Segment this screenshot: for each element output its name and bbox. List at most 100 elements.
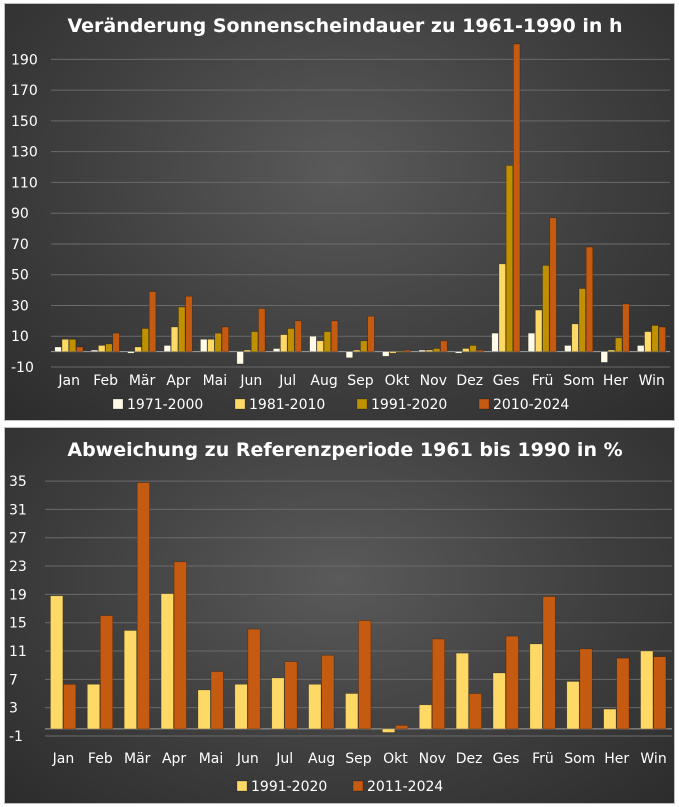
x-category-label: Sep (345, 751, 372, 767)
y-tick-label: 23 (9, 559, 27, 575)
bar (358, 620, 372, 730)
y-tick-label: 11 (9, 644, 27, 660)
x-category-label: Jan (57, 373, 80, 389)
y-tick-label: 50 (11, 268, 29, 284)
bar (395, 725, 409, 730)
y-tick-label: -10 (11, 360, 34, 376)
legend-label: 1991-2020 (251, 779, 327, 795)
y-tick-label: 70 (11, 237, 29, 253)
bar (529, 643, 543, 730)
bar (640, 650, 654, 730)
x-category-label: Mai (199, 751, 224, 767)
legend-swatch (234, 398, 246, 410)
x-category-label: Frü (532, 751, 554, 767)
legend-label: 2010-2024 (493, 397, 569, 413)
bar (173, 561, 187, 730)
bar (622, 303, 630, 352)
bar (210, 671, 224, 730)
bar (221, 326, 229, 352)
chart-deviation-percent: Abweichung zu Referenzperiode 1961 bis 1… (9, 439, 672, 795)
x-category-label: Win (639, 373, 665, 389)
x-category-label: Apr (166, 373, 190, 389)
bar (141, 328, 149, 352)
y-tick-label: 110 (11, 175, 38, 191)
x-category-label: Jul (275, 751, 293, 767)
bar (271, 677, 285, 730)
bar (247, 628, 261, 730)
y-tick-label: 31 (9, 502, 27, 518)
legend-label: 1971-2000 (127, 397, 203, 413)
bar (345, 351, 354, 359)
y-tick-label: 190 (11, 52, 38, 68)
legend-label: 1991-2020 (371, 397, 447, 413)
bar (542, 265, 550, 352)
bar (127, 351, 135, 354)
y-tick-label: 7 (9, 672, 18, 688)
y-tick-label: 15 (9, 616, 27, 632)
chart-title: Abweichung zu Referenzperiode 1961 bis 1… (67, 439, 622, 461)
y-tick-label: 30 (11, 298, 29, 314)
y-tick-label: 19 (9, 587, 27, 603)
bar (367, 315, 375, 352)
bar (163, 345, 171, 352)
x-category-label: Okt (385, 373, 410, 389)
bar (308, 684, 322, 730)
x-category-label: Win (640, 751, 666, 767)
bar (418, 349, 426, 352)
x-category-label: Mär (124, 751, 151, 767)
x-category-label: Ges (493, 373, 520, 389)
bar (258, 308, 266, 352)
y-tick-label: 35 (9, 474, 27, 490)
x-category-label: Jun (236, 751, 259, 767)
bar (345, 693, 359, 730)
y-tick-label: 130 (11, 145, 38, 161)
x-category-label: Okt (383, 751, 408, 767)
bar (658, 326, 666, 352)
bar (578, 288, 586, 352)
bar (644, 331, 652, 352)
bar (585, 246, 594, 352)
bar (148, 291, 157, 352)
bar (505, 165, 514, 352)
bar (68, 339, 77, 352)
bar (566, 681, 580, 730)
bar (214, 332, 222, 352)
bar (571, 323, 579, 352)
x-category-label: Aug (310, 373, 337, 389)
x-category-label: Her (603, 373, 628, 389)
y-tick-label: 170 (11, 83, 38, 99)
bar (272, 348, 281, 352)
x-category-label: Nov (419, 751, 446, 767)
bar (360, 340, 368, 352)
y-tick-label: 10 (11, 329, 29, 345)
bar (468, 693, 482, 730)
legend-label: 2011-2024 (367, 779, 443, 795)
bar (90, 349, 99, 352)
bar (492, 672, 506, 730)
bar (462, 348, 470, 352)
bar (476, 349, 484, 352)
x-category-label: Jun (239, 373, 262, 389)
bar (542, 596, 556, 730)
x-category-label: Som (564, 751, 595, 767)
bar (513, 43, 521, 352)
y-tick-label: -1 (9, 729, 23, 745)
bar (498, 263, 506, 352)
bar (178, 306, 186, 352)
bar (76, 346, 84, 352)
y-tick-label: 150 (11, 114, 38, 130)
bar (382, 351, 390, 357)
y-tick-label: 90 (11, 206, 29, 222)
bar (418, 704, 432, 730)
bar (440, 340, 448, 352)
bar (250, 331, 259, 352)
bar (382, 728, 396, 733)
legend-swatch (112, 398, 124, 410)
bar (100, 615, 114, 730)
legend-label: 1981-2010 (249, 397, 325, 413)
bar (323, 331, 331, 352)
bar (505, 635, 519, 730)
bar (280, 334, 288, 352)
bar (431, 638, 445, 730)
bar (615, 337, 623, 352)
